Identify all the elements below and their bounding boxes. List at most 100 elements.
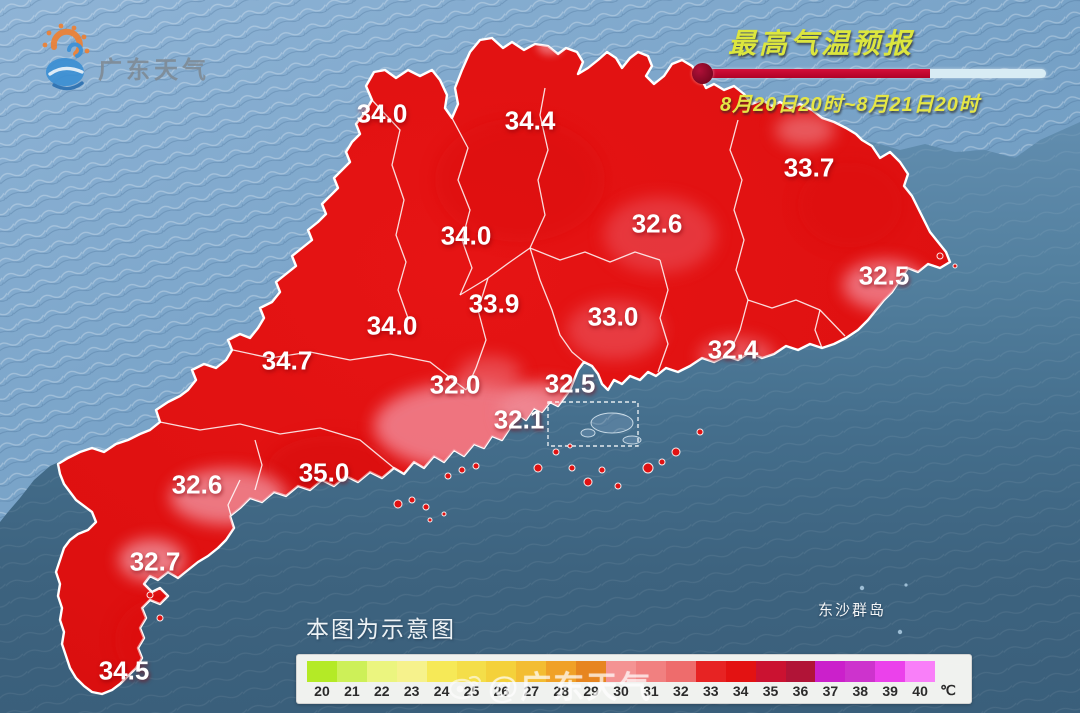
legend-tick: 25 — [463, 683, 480, 699]
legend-swatch — [576, 661, 607, 682]
thermometer-graphic — [692, 62, 1048, 84]
legend-stop: 39 — [875, 661, 906, 700]
temperature-legend: 20 21 22 23 24 25 26 27 28 29 30 31 32 33 34 35 36 37 38 39… — [296, 654, 972, 704]
temp-label: 33.0 — [587, 301, 639, 332]
legend-stop: 31 — [635, 661, 666, 700]
legend-tick: 22 — [373, 683, 390, 699]
legend-unit: ℃ — [940, 682, 956, 698]
map-title: 最高气温预报 — [728, 28, 915, 59]
forecast-title-block: 最高气温预报 8月20日20时~8月21日20时 — [690, 22, 1070, 116]
legend-stop: 37 — [815, 661, 846, 700]
hongkong-dashed-box — [547, 401, 639, 447]
legend-tick: 38 — [852, 683, 869, 699]
legend-tick: 20 — [314, 683, 330, 699]
temp-label: 32.6 — [631, 208, 683, 239]
legend-tick: 29 — [583, 683, 599, 699]
legend-stop: 23 — [396, 661, 427, 700]
legend-swatch — [875, 661, 906, 682]
legend-tick: 24 — [433, 683, 450, 699]
legend-stop: 20 — [307, 661, 337, 700]
legend-swatch — [635, 661, 666, 682]
legend-swatch — [785, 661, 816, 682]
legend-stop: 40 — [905, 661, 936, 700]
legend-tick: 37 — [822, 683, 839, 699]
thermometer-bulb-icon — [692, 63, 713, 84]
legend-swatch — [665, 661, 696, 682]
legend-tick: 35 — [762, 683, 779, 699]
legend-stop: 22 — [366, 661, 397, 700]
legend-swatch — [905, 661, 936, 682]
legend-stop: 27 — [516, 661, 547, 700]
legend-stop: 32 — [665, 661, 696, 700]
temp-label: 32.0 — [429, 369, 481, 400]
temp-label: 35.0 — [298, 457, 350, 488]
legend-tick: 34 — [732, 683, 749, 699]
legend-swatch — [486, 661, 517, 682]
temp-label: 33.9 — [468, 288, 520, 319]
legend-tick: 21 — [344, 683, 360, 699]
legend-swatch — [815, 661, 846, 682]
weather-logo-icon — [42, 23, 90, 91]
legend-tick: 33 — [702, 683, 719, 699]
legend-tick: 40 — [912, 683, 928, 699]
temp-label: 34.4 — [504, 105, 556, 136]
temp-label: 34.7 — [261, 345, 313, 376]
temp-label: 32.5 — [544, 368, 596, 399]
legend-tick: 31 — [643, 683, 659, 699]
prefecture-boundaries — [159, 87, 846, 549]
temp-label: 34.5 — [98, 655, 150, 686]
dongsha-islands-label: 东沙群岛 — [818, 602, 887, 619]
legend-swatch — [456, 661, 487, 682]
legend-color-scale: 20 21 22 23 24 25 26 27 28 29 30 31 32 33 34 35 36 37 38 39… — [307, 661, 961, 700]
coastal-islands — [146, 252, 958, 622]
schematic-note: 本图为示意图 — [306, 616, 456, 642]
temp-label: 34.0 — [356, 98, 408, 129]
thermometer-fill — [706, 69, 931, 78]
logo-text: 广东天气 — [98, 57, 210, 84]
temp-label: 32.7 — [129, 546, 181, 577]
legend-tick: 39 — [882, 683, 898, 699]
estuary-islands — [547, 401, 642, 447]
dongsha-islands-dots — [859, 583, 908, 635]
temp-label: 32.1 — [493, 404, 545, 435]
legend-swatch — [396, 661, 427, 682]
guangdong-weather-logo: 广东天气 — [36, 20, 266, 100]
temp-label: 33.7 — [783, 152, 835, 183]
temp-label: 32.4 — [707, 334, 759, 365]
legend-swatch — [606, 661, 636, 682]
legend-stop: 30 — [606, 661, 636, 700]
thermometer-track — [706, 69, 1046, 78]
temp-label: 34.0 — [440, 220, 492, 251]
legend-stop: 35 — [755, 661, 786, 700]
neighbor-land — [0, 0, 1080, 522]
legend-stop: 24 — [426, 661, 457, 700]
legend-tick: 26 — [493, 683, 510, 699]
legend-stop: 25 — [456, 661, 487, 700]
legend-swatch — [546, 661, 577, 682]
legend-tick: 32 — [673, 683, 689, 699]
legend-stop: 36 — [785, 661, 816, 700]
legend-stop: 33 — [695, 661, 726, 700]
legend-swatch — [516, 661, 547, 682]
temp-label: 34.0 — [366, 310, 418, 341]
legend-swatch — [845, 661, 876, 682]
legend-stop: 29 — [576, 661, 607, 700]
legend-stop: 38 — [845, 661, 876, 700]
legend-swatch — [695, 661, 726, 682]
temp-label: 32.6 — [171, 469, 223, 500]
legend-stop: 26 — [486, 661, 517, 700]
legend-tick: 30 — [613, 683, 629, 699]
temp-label: 32.5 — [858, 260, 910, 291]
legend-stop: 21 — [336, 661, 367, 700]
legend-swatch — [725, 661, 756, 682]
legend-swatch — [366, 661, 397, 682]
legend-stop: 28 — [546, 661, 577, 700]
legend-swatch — [755, 661, 786, 682]
forecast-date-range: 8月20日20时~8月21日20时 — [720, 94, 980, 116]
legend-stop: 34 — [725, 661, 756, 700]
legend-tick: 36 — [792, 683, 809, 699]
legend-swatch — [307, 661, 337, 682]
legend-tick: 27 — [523, 683, 540, 699]
